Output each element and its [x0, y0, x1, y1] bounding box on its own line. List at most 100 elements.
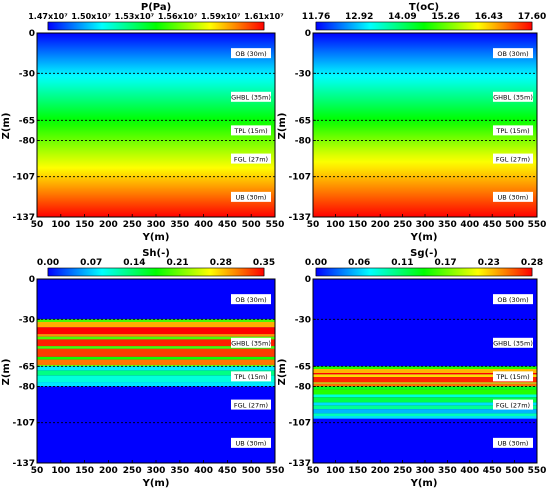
- x-tick-label: 350: [170, 466, 189, 476]
- saturation-band: [313, 402, 537, 406]
- panel-gas-saturation: Sg(-) 0.00 0.06 0.11 0.17 0.23 0.28 OB (30m) G…: [277, 248, 546, 489]
- y-tick-label: -80: [19, 382, 35, 392]
- saturation-band: [37, 359, 275, 365]
- field-temperature: [313, 33, 537, 217]
- y-axis-label-hydrate-saturation: Z(m): [1, 359, 12, 386]
- saturation-band: [37, 327, 275, 335]
- layer-label: GHBL (35m): [493, 339, 533, 347]
- x-tick-label: 300: [147, 466, 166, 476]
- y-axis-label-temperature: Z(m): [277, 113, 288, 140]
- saturation-band: [37, 370, 275, 376]
- x-tick-label: 350: [438, 220, 457, 230]
- layer-label-box: [231, 91, 271, 102]
- colorbar-tick-label-temperature: 14.09: [388, 12, 416, 22]
- layer-label: OB (30m): [497, 296, 528, 304]
- colorbar-title-hydrate-saturation: Sh(-): [142, 248, 170, 259]
- y-axis-label-gas-saturation: Z(m): [277, 359, 288, 386]
- layer-label-box: [231, 191, 271, 202]
- layer-label-box: [493, 399, 533, 410]
- colorbar-tick-label-gas-saturation: 0.23: [478, 258, 500, 268]
- y-tick-label: -65: [19, 116, 35, 126]
- layer-label-box: [231, 371, 271, 382]
- x-tick-label: 50: [31, 220, 44, 230]
- colorbar-tick-label-temperature: 12.92: [345, 12, 373, 22]
- x-tick-label: 500: [242, 466, 261, 476]
- layer-label: FGL (27m): [496, 155, 530, 163]
- x-tick-label: 50: [307, 466, 320, 476]
- colorbar-tick-label-hydrate-saturation: 0.28: [210, 258, 232, 268]
- y-tick-label: 0: [29, 275, 35, 285]
- y-tick-label: 0: [305, 275, 311, 285]
- saturation-band: [37, 321, 275, 328]
- layer-label-box: [231, 437, 271, 448]
- panel-hydrate-saturation: Sh(-) 0.00 0.07 0.14 0.21 0.28 0.35 OB (30m) G…: [1, 248, 284, 489]
- layer-label: FGL (27m): [234, 155, 268, 163]
- layer-label-box: [231, 294, 271, 305]
- colorbar-title-pressure: P(Pa): [141, 2, 171, 13]
- y-tick-label: 0: [29, 29, 35, 39]
- colorbar-tick-label-pressure: 1.50x10⁷: [71, 12, 111, 21]
- x-tick-label: 500: [242, 220, 261, 230]
- saturation-band: [313, 386, 537, 390]
- layer-label: UB (30m): [236, 194, 267, 202]
- colorbar-tick-label-gas-saturation: 0.00: [305, 258, 327, 268]
- x-tick-label: 300: [416, 220, 435, 230]
- x-axis-label-pressure: Y(m): [142, 232, 170, 243]
- layer-label-box: [493, 371, 533, 382]
- y-tick-label: -65: [19, 362, 35, 372]
- layer-label: TPL (15m): [495, 373, 529, 381]
- colorbar-temperature: [315, 21, 533, 31]
- colorbar-tick-label-hydrate-saturation: 0.21: [166, 258, 188, 268]
- x-tick-label: 450: [218, 220, 237, 230]
- layer-label: UB (30m): [498, 440, 529, 448]
- saturation-band: [37, 375, 275, 383]
- y-tick-label: -107: [12, 419, 35, 429]
- y-tick-label: -30: [295, 69, 311, 79]
- saturation-band: [313, 415, 537, 419]
- x-tick-label: 250: [393, 220, 412, 230]
- x-tick-label: 350: [170, 220, 189, 230]
- layer-label: OB (30m): [235, 50, 266, 58]
- layer-label-box: [493, 153, 533, 164]
- heatmap-hydrate-saturation: OB (30m) GHBL (35m) TPL (15m) FGL (27m) UB (…: [12, 275, 284, 476]
- x-axis-label-gas-saturation: Y(m): [410, 478, 438, 489]
- x-tick-label: 100: [326, 466, 345, 476]
- x-tick-label: 450: [483, 466, 502, 476]
- colorbar-tick-label-temperature: 16.43: [475, 12, 503, 22]
- colorbar-tick-label-pressure: 1.61x10⁷: [244, 12, 284, 21]
- layer-label-box: [231, 48, 271, 59]
- layer-label: UB (30m): [236, 440, 267, 448]
- layer-label-box: [231, 125, 271, 136]
- layer-label-box: [493, 48, 533, 59]
- x-tick-label: 150: [348, 220, 367, 230]
- x-tick-label: 550: [528, 466, 547, 476]
- layer-label-box: [493, 125, 533, 136]
- layer-label: TPL (15m): [233, 127, 267, 135]
- layer-label-box: [493, 191, 533, 202]
- y-tick-label: -137: [12, 213, 35, 223]
- y-tick-label: -107: [288, 419, 311, 429]
- x-tick-label: 150: [75, 466, 94, 476]
- layer-label: TPL (15m): [495, 127, 529, 135]
- y-tick-label: -137: [12, 459, 35, 469]
- panel-temperature: T(oC) 11.76 12.92 14.09 15.26 16.43 17.60 OB …: [277, 2, 546, 243]
- y-tick-label: -30: [19, 69, 35, 79]
- layer-label: FGL (27m): [234, 401, 268, 409]
- saturation-band: [313, 366, 537, 369]
- x-tick-label: 300: [147, 220, 166, 230]
- saturation-band: [37, 356, 275, 360]
- x-tick-label: 450: [218, 466, 237, 476]
- layer-label-box: [231, 337, 271, 348]
- y-tick-label: -137: [288, 213, 311, 223]
- heatmap-pressure: OB (30m) GHBL (35m) TPL (15m) FGL (27m) UB (…: [12, 29, 284, 230]
- x-axis-label-temperature: Y(m): [410, 232, 438, 243]
- saturation-band: [37, 382, 275, 387]
- layer-label-box: [231, 399, 271, 410]
- x-tick-label: 400: [194, 466, 213, 476]
- heatmap-gas-saturation: OB (30m) GHBL (35m) TPL (15m) FGL (27m) UB (…: [288, 275, 546, 476]
- saturation-band: [37, 366, 275, 371]
- colorbar-tick-label-gas-saturation: 0.17: [434, 258, 456, 268]
- layer-label: GHBL (35m): [231, 93, 271, 101]
- x-tick-label: 50: [31, 466, 44, 476]
